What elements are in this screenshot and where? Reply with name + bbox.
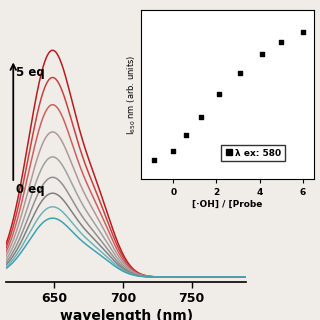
Text: 5 eq: 5 eq <box>16 66 45 79</box>
Legend: λ ex: 580: λ ex: 580 <box>221 145 285 161</box>
Y-axis label: I$_{650}$ nm (arb. units): I$_{650}$ nm (arb. units) <box>125 54 138 135</box>
Point <box>184 132 189 138</box>
Point <box>279 39 284 44</box>
Point <box>259 51 264 56</box>
Point <box>300 29 305 34</box>
Text: 0 eq: 0 eq <box>16 183 44 196</box>
Point <box>199 115 204 120</box>
X-axis label: [·OH] / [Probe: [·OH] / [Probe <box>192 200 262 209</box>
Point <box>216 91 221 96</box>
Point <box>151 157 156 163</box>
X-axis label: wavelength (nm): wavelength (nm) <box>60 309 193 320</box>
Point <box>238 70 243 76</box>
Point <box>171 148 176 154</box>
